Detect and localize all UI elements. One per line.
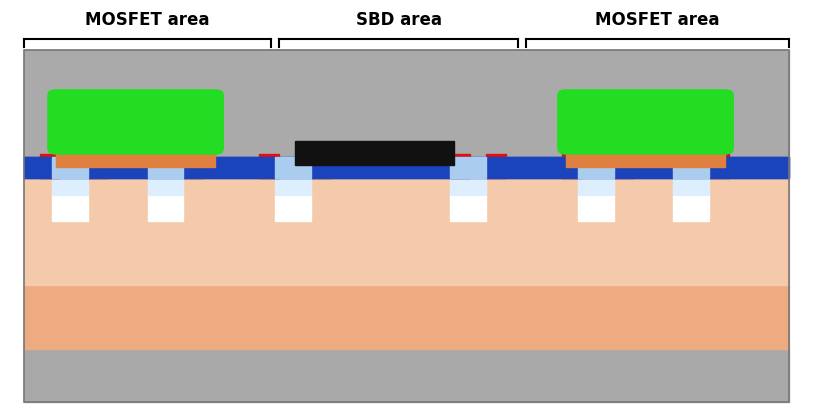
FancyBboxPatch shape xyxy=(48,90,224,154)
Bar xyxy=(578,195,614,221)
Bar xyxy=(673,173,709,195)
Bar xyxy=(275,195,311,221)
Bar xyxy=(148,157,184,178)
Bar xyxy=(311,154,331,178)
Bar xyxy=(184,154,203,178)
Bar xyxy=(24,50,789,402)
Bar xyxy=(578,157,614,178)
Bar xyxy=(52,157,88,173)
Bar xyxy=(673,157,709,178)
Bar xyxy=(40,154,60,178)
Bar xyxy=(486,154,506,178)
Text: MOSFET area: MOSFET area xyxy=(595,10,720,28)
Bar xyxy=(275,173,311,195)
Bar xyxy=(24,50,789,157)
Bar xyxy=(24,349,789,402)
Bar xyxy=(56,146,215,167)
Bar xyxy=(566,146,725,167)
Bar xyxy=(295,141,454,165)
Bar xyxy=(52,173,88,195)
Bar xyxy=(52,195,88,221)
Bar xyxy=(450,173,486,195)
Bar xyxy=(24,178,789,285)
Bar xyxy=(88,154,107,178)
Bar xyxy=(148,195,184,221)
Bar xyxy=(450,195,486,221)
FancyBboxPatch shape xyxy=(558,90,733,154)
Bar xyxy=(673,157,709,173)
Bar xyxy=(450,154,470,178)
Text: SBD area: SBD area xyxy=(355,10,441,28)
Bar xyxy=(578,173,614,195)
Bar xyxy=(52,157,88,178)
Bar xyxy=(24,285,789,349)
Bar xyxy=(578,157,614,173)
Bar xyxy=(259,154,279,178)
Bar xyxy=(450,157,486,173)
Text: MOSFET area: MOSFET area xyxy=(85,10,210,28)
Bar xyxy=(148,173,184,195)
Bar xyxy=(24,157,789,178)
Bar xyxy=(450,157,486,178)
Bar xyxy=(148,157,184,173)
Bar xyxy=(24,157,789,178)
Bar xyxy=(275,157,311,173)
Bar xyxy=(275,157,311,178)
Bar xyxy=(673,195,709,221)
Bar xyxy=(562,154,582,178)
Bar xyxy=(614,154,633,178)
Bar xyxy=(709,154,729,178)
